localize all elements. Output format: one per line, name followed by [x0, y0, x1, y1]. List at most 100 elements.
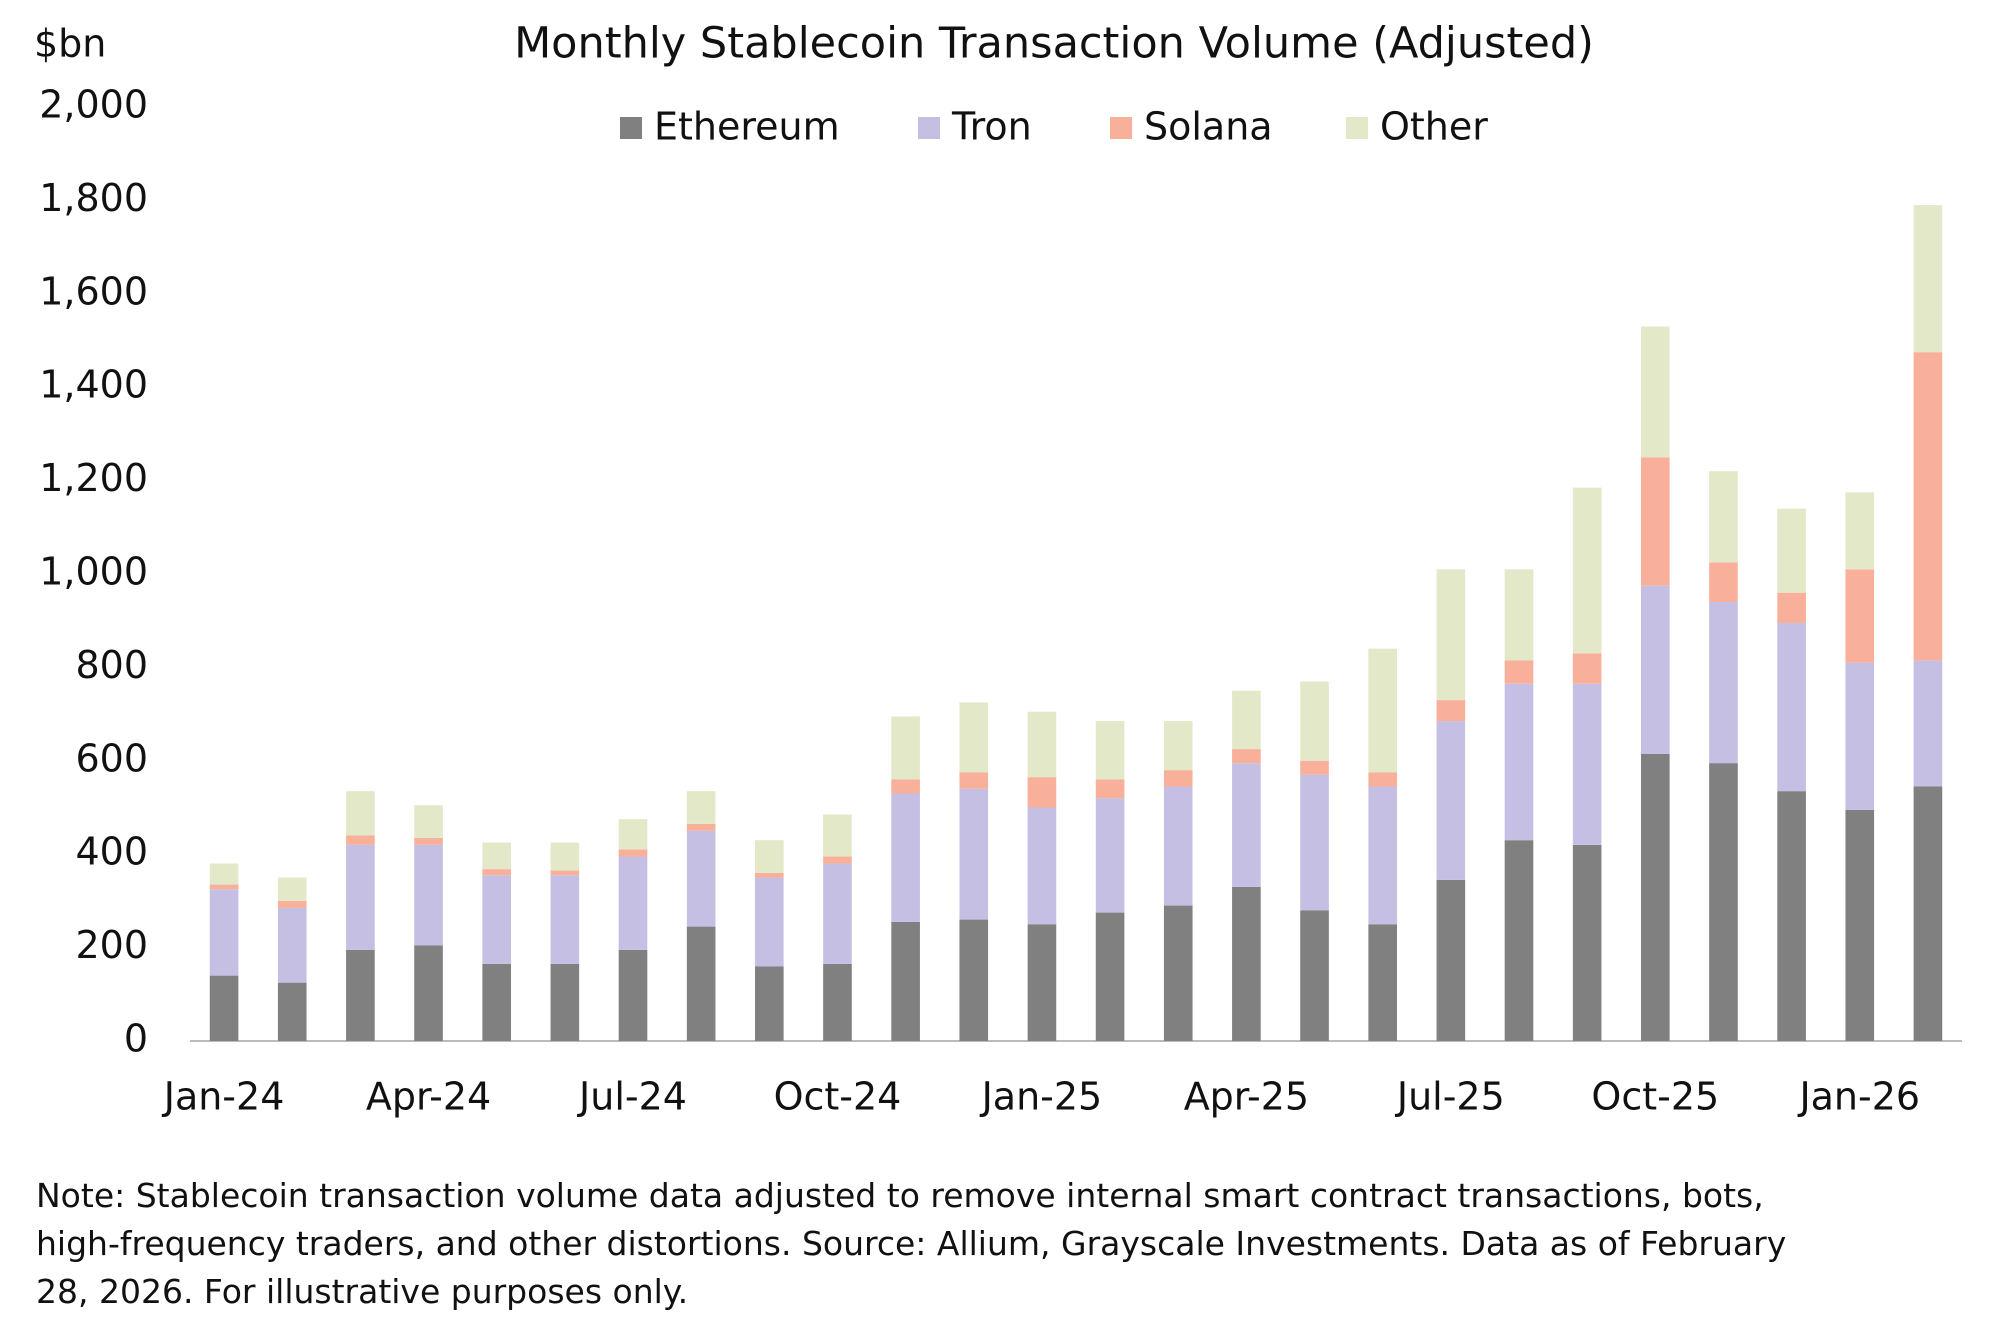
bar-segment [209, 889, 239, 976]
bar-segment [618, 856, 648, 950]
bar-segment [1027, 777, 1057, 808]
legend-label: Other [1380, 105, 1488, 149]
note-line: high-frequency traders, and other distor… [36, 1224, 1787, 1263]
legend-label: Tron [951, 105, 1032, 149]
legend-swatch [918, 117, 940, 139]
bar-segment [686, 926, 716, 1041]
bar-segment [1232, 763, 1261, 887]
bar-segment [1504, 840, 1534, 1041]
y-tick-label: 2,000 [39, 83, 148, 127]
bar-segment [754, 877, 784, 967]
bar-segment [959, 702, 989, 773]
bar-segment [1163, 770, 1193, 787]
bar-segment [1368, 648, 1398, 773]
bar-segment [346, 791, 375, 836]
bar-segment [1504, 683, 1534, 841]
bar-segment [277, 982, 307, 1041]
y-tick-label: 0 [124, 1017, 148, 1061]
bar-segment [346, 844, 375, 950]
bar-segment [1368, 924, 1398, 1041]
bar-segment [1163, 905, 1193, 1041]
x-tick-label: Apr-25 [1184, 1075, 1309, 1119]
bar-segment [1300, 774, 1329, 911]
bar-segment [1709, 562, 1738, 603]
x-tick-label: Jan-26 [1797, 1075, 1920, 1119]
bar-segment [1027, 807, 1057, 925]
bar-segment [1436, 879, 1466, 1041]
bar-segment [891, 793, 920, 922]
bar-segment [550, 870, 580, 876]
bar-segment [1436, 569, 1466, 701]
bar-segment [550, 875, 580, 964]
bar-segment [959, 919, 989, 1041]
bar-segment [959, 788, 989, 920]
bar-segment [1095, 798, 1125, 913]
bar-segment [1777, 623, 1806, 792]
bar-segment [1709, 602, 1738, 764]
bar-segment [277, 900, 307, 908]
x-tick-label: Apr-24 [366, 1075, 491, 1119]
bar-segment [482, 875, 512, 964]
bar-segment [823, 863, 852, 964]
y-tick-label: 400 [75, 830, 148, 874]
legend-label: Ethereum [654, 105, 840, 149]
bar-segment [823, 963, 852, 1041]
y-tick-label: 1,600 [39, 269, 148, 313]
bar-segment [1095, 779, 1125, 799]
bar-segment [346, 949, 375, 1041]
bar-segment [414, 945, 443, 1041]
x-tick-label: Jul-25 [1395, 1075, 1505, 1119]
bar-segment [482, 869, 512, 876]
chart-title: Monthly Stablecoin Transaction Volume (A… [514, 19, 1594, 69]
legend-swatch [620, 117, 642, 139]
bar-segment [1027, 711, 1057, 778]
bar-segment [277, 877, 307, 901]
bar-segment [209, 884, 239, 890]
note-line: Note: Stablecoin transaction volume data… [36, 1176, 1764, 1215]
bar-segment [686, 830, 716, 927]
bar-segment [1640, 753, 1670, 1041]
bar-segment [618, 849, 648, 857]
bar-segment [1845, 569, 1875, 663]
bar-segment [1572, 844, 1602, 1041]
bar-segment [1572, 653, 1602, 684]
bar-segment [1300, 760, 1329, 775]
bar-segment [1232, 749, 1261, 764]
bar-segment [1777, 791, 1806, 1041]
x-tick-label: Oct-24 [774, 1075, 902, 1119]
y-tick-label: 1,400 [39, 363, 148, 407]
bar-segment [550, 963, 580, 1041]
bar-segment [414, 805, 443, 838]
bar-segment [277, 907, 307, 983]
y-tick-label: 800 [75, 643, 148, 687]
bar-segment [959, 772, 989, 789]
bar-segment [1095, 912, 1125, 1041]
bar-segment [1640, 457, 1670, 586]
bar-segment [891, 716, 920, 780]
bar-segment [618, 949, 648, 1041]
bar-segment [209, 863, 239, 885]
bar-segment [1913, 660, 1943, 787]
bar-segment [1232, 690, 1261, 750]
bar-segment [414, 844, 443, 946]
bar-segment [1300, 681, 1329, 761]
bar-segment [209, 975, 239, 1041]
y-axis-label: $bn [34, 22, 106, 66]
bar-segment [1777, 508, 1806, 593]
bar-segment [1436, 700, 1466, 722]
bar-segment [1095, 721, 1125, 780]
bar-segment [1436, 721, 1466, 880]
bar-segment [1913, 352, 1943, 661]
bar-segment [1845, 662, 1875, 810]
bar-segment [891, 779, 920, 794]
bar-segment [1572, 487, 1602, 654]
bar-segment [482, 963, 512, 1041]
note-line: 28, 2026. For illustrative purposes only… [36, 1272, 689, 1311]
bar-segment [1300, 910, 1329, 1041]
bar-segment [482, 842, 512, 870]
bar-segment [1163, 721, 1193, 771]
legend-swatch [1110, 117, 1132, 139]
bar-segment [754, 872, 784, 878]
bar-segment [823, 856, 852, 864]
bar-segment [1368, 786, 1398, 925]
